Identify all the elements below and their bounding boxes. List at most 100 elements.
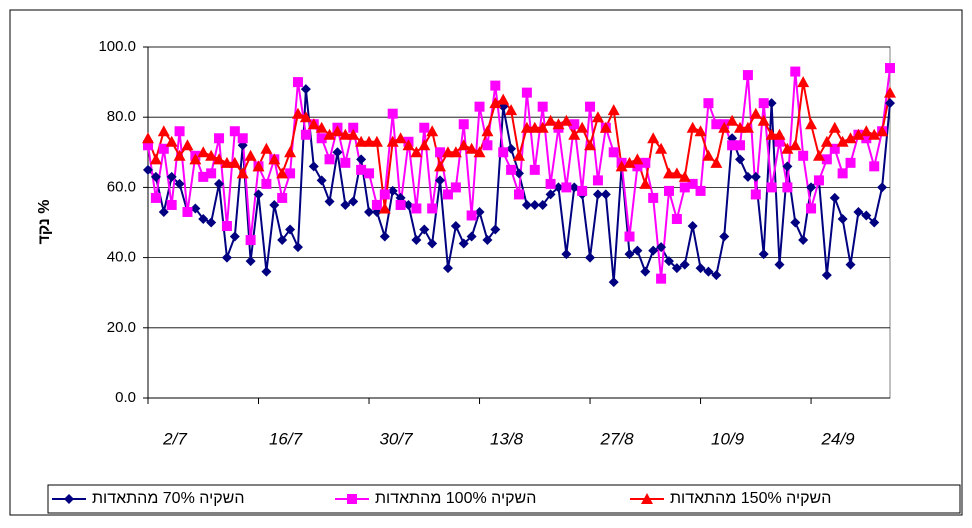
data-point — [766, 182, 777, 193]
data-point — [307, 118, 320, 130]
data-point — [260, 142, 273, 154]
data-point — [228, 156, 241, 168]
data-point — [735, 140, 746, 151]
data-point — [411, 203, 422, 214]
data-point — [189, 153, 202, 165]
y-tick-label: 60.0 — [107, 178, 136, 195]
data-point — [174, 126, 185, 137]
data-point — [860, 125, 873, 137]
data-point — [481, 125, 494, 137]
data-point — [466, 210, 477, 221]
legend-marker — [347, 494, 357, 504]
data-point — [489, 97, 502, 109]
data-point — [473, 146, 486, 158]
data-point — [150, 192, 161, 203]
data-point — [529, 199, 540, 210]
data-point — [427, 203, 438, 214]
data-point — [735, 154, 746, 165]
data-point — [173, 149, 186, 161]
legend-label: השקיה 70% מהתאדות — [92, 490, 244, 507]
data-point — [324, 196, 335, 207]
data-point — [402, 139, 415, 151]
data-point — [214, 178, 225, 189]
data-point — [340, 199, 351, 210]
data-point — [726, 114, 739, 126]
data-point — [678, 170, 691, 182]
data-point — [592, 175, 603, 186]
legend-marker — [641, 493, 653, 504]
x-tick-label: 16/7 — [269, 429, 303, 448]
data-point — [458, 119, 469, 130]
data-point — [291, 107, 304, 119]
data-point — [244, 149, 257, 161]
data-point — [284, 146, 297, 158]
data-point — [474, 101, 485, 112]
data-point — [711, 119, 722, 130]
data-point — [648, 245, 659, 256]
data-point — [474, 206, 485, 217]
data-point — [221, 252, 232, 263]
y-tick-label: 80.0 — [107, 108, 136, 125]
data-point — [569, 182, 580, 193]
data-point — [544, 114, 557, 126]
plot-area — [147, 46, 891, 399]
data-point — [813, 175, 824, 186]
data-point — [632, 245, 643, 256]
y-axis-label: נקד % — [36, 199, 53, 244]
data-point — [299, 111, 312, 123]
data-point — [774, 136, 785, 147]
data-point — [386, 135, 399, 147]
data-point — [656, 242, 667, 253]
y-tick-label: 40.0 — [107, 249, 136, 266]
data-point — [773, 128, 786, 140]
data-point — [482, 235, 493, 246]
data-point — [568, 128, 581, 140]
data-point — [419, 122, 430, 133]
data-point — [347, 128, 360, 140]
data-point — [143, 140, 153, 151]
legend-box — [47, 484, 961, 514]
data-point — [615, 160, 628, 172]
data-point — [853, 206, 864, 217]
data-point — [142, 132, 154, 144]
data-point — [599, 121, 612, 133]
data-point — [348, 196, 359, 207]
data-point — [364, 168, 375, 179]
data-point — [553, 182, 564, 193]
data-point — [277, 235, 288, 246]
data-point — [261, 178, 272, 189]
data-point — [561, 182, 572, 193]
data-point — [165, 135, 178, 147]
y-tick-label: 20.0 — [107, 319, 136, 336]
data-point — [623, 156, 636, 168]
data-point — [158, 206, 169, 217]
data-point — [695, 263, 706, 274]
data-point — [790, 217, 801, 228]
data-point — [403, 199, 414, 210]
data-point — [300, 84, 311, 95]
data-point — [316, 133, 327, 144]
data-point — [513, 149, 525, 161]
data-point — [820, 135, 833, 147]
data-point — [529, 164, 540, 175]
data-point — [364, 206, 375, 217]
data-point — [394, 132, 407, 144]
data-point — [640, 157, 651, 168]
data-point — [418, 139, 431, 151]
data-point — [410, 146, 423, 158]
data-point — [734, 121, 747, 133]
data-point — [828, 121, 841, 133]
data-point — [695, 185, 706, 196]
data-point — [710, 156, 723, 168]
data-point — [166, 199, 177, 210]
data-point — [324, 154, 335, 165]
data-point — [600, 189, 611, 200]
data-point — [868, 128, 881, 140]
data-point — [521, 87, 532, 98]
data-point — [316, 175, 327, 186]
data-point — [536, 121, 549, 133]
data-point — [435, 175, 446, 186]
data-point — [332, 147, 343, 158]
data-point — [591, 111, 604, 123]
data-point — [198, 171, 209, 182]
